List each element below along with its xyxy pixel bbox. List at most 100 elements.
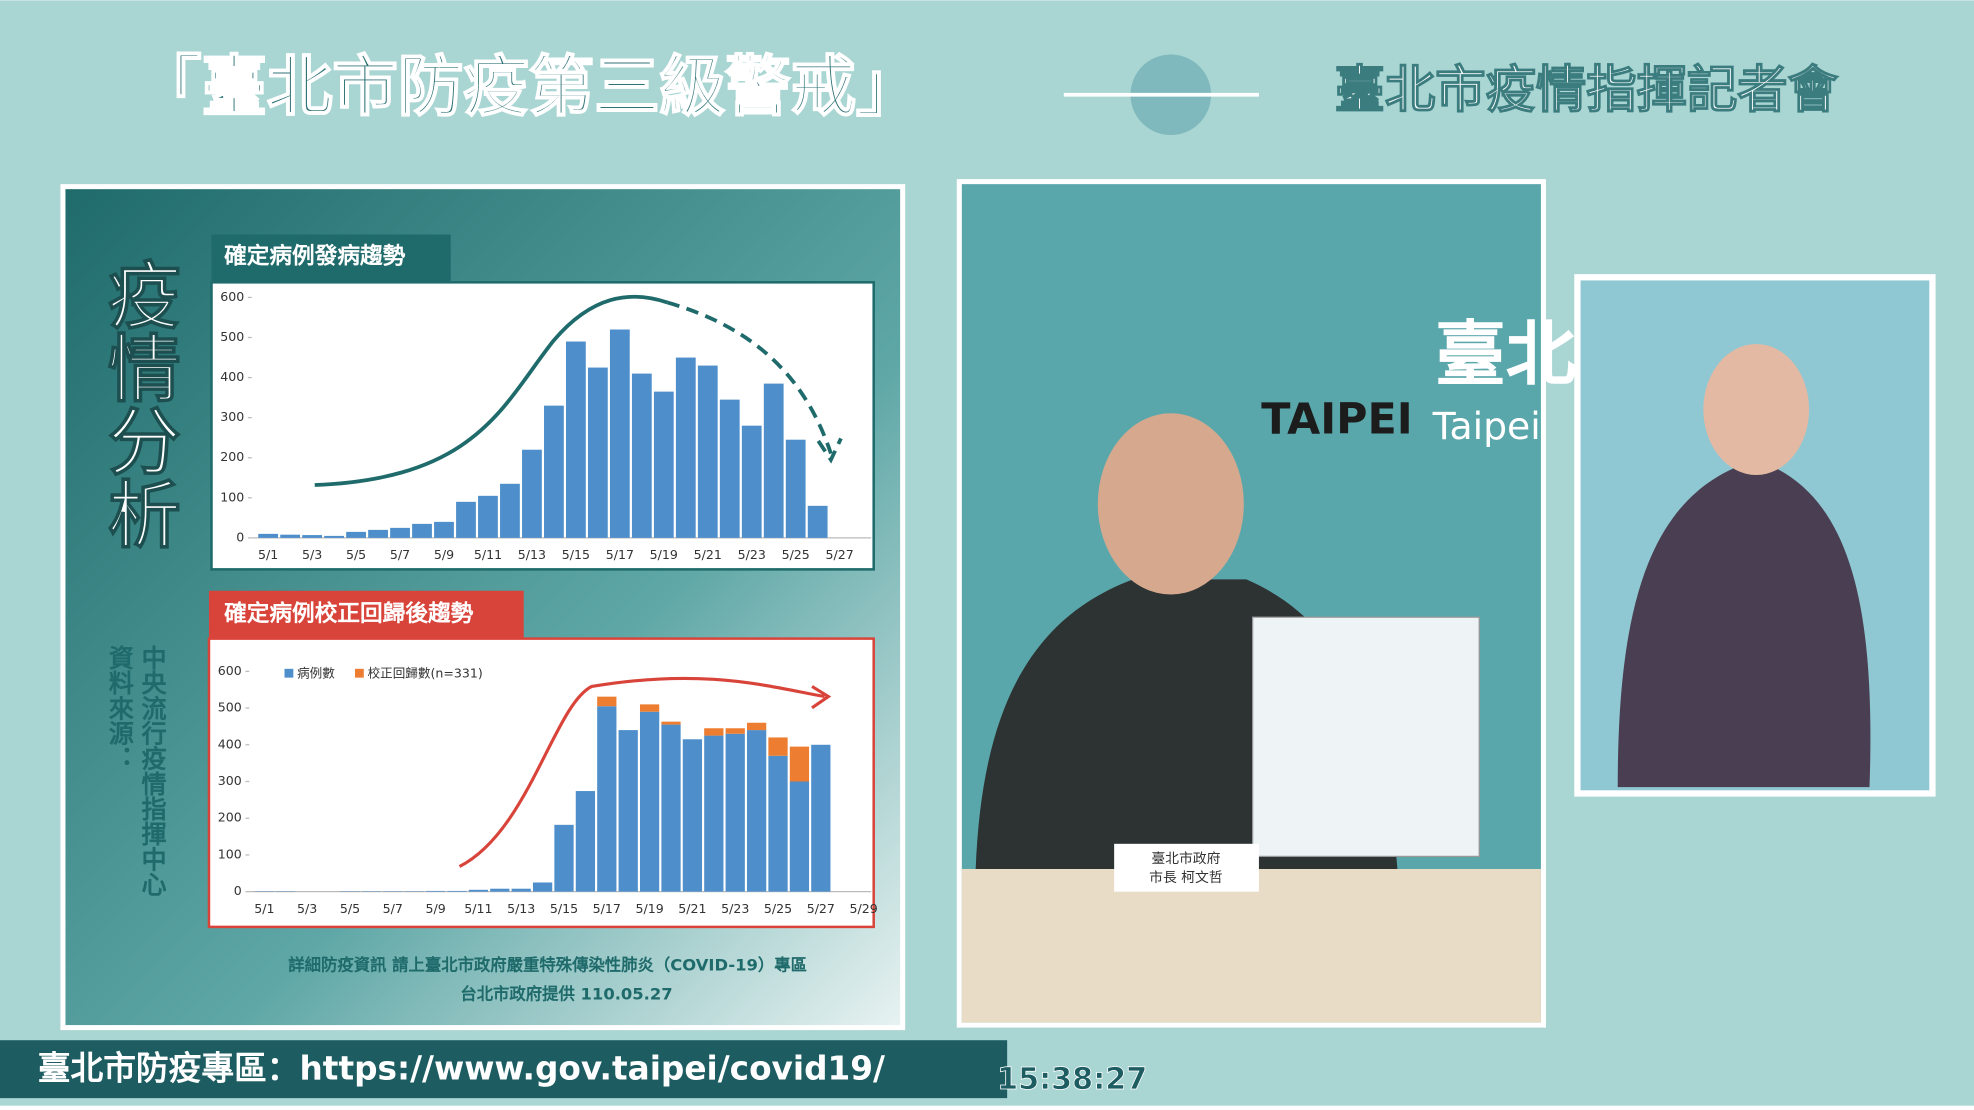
bar-segment [554,825,573,892]
bar-segment [683,739,702,891]
y-tick-label: 200 [218,810,242,825]
bar-segment [597,706,616,891]
y-tick-label: 400 [218,736,242,751]
panel-heading: 疫情分析 [95,257,181,549]
bar [654,392,674,538]
x-tick-label: 5/19 [650,547,678,562]
bar-segment [661,722,680,725]
y-tick-label: 0 [234,883,242,898]
bar-segment [447,891,466,892]
legend-swatch [285,669,294,678]
y-tick-label: 200 [220,449,244,464]
bar-segment [768,756,787,892]
legend-label: 病例數 [297,665,335,680]
bar [390,528,410,538]
x-tick-label: 5/13 [507,901,535,916]
bar-segment [469,890,488,892]
speaker [1098,413,1244,594]
bar-segment [726,734,745,892]
y-tick-label: 100 [218,846,242,861]
x-tick-label: 5/7 [390,547,410,562]
bar [786,440,806,538]
chart-title: 確定病例校正回歸後趨勢 [224,600,474,627]
x-tick-label: 5/17 [593,901,621,916]
source: 中央流行疫情指揮中心 [138,645,168,897]
x-tick-label: 5/15 [562,547,590,562]
x-tick-label: 5/1 [254,901,274,916]
held-chart [1253,617,1480,856]
legend-label: 校正回歸數(n=331) [368,665,483,680]
y-tick-label: 400 [220,369,244,384]
table [962,869,1541,1023]
bar-segment [768,737,787,755]
bar [456,502,476,538]
bar [412,524,432,538]
bar-segment [426,891,445,892]
x-tick-label: 5/15 [550,901,578,916]
bar [302,535,322,538]
x-tick-label: 5/5 [346,547,366,562]
x-tick-label: 5/7 [383,901,403,916]
bar [698,366,718,538]
y-tick-label: 600 [220,289,244,304]
x-tick-label: 5/3 [297,901,317,916]
x-tick-label: 5/13 [518,547,546,562]
y-tick-label: 300 [218,773,242,788]
x-tick-label: 5/11 [474,547,502,562]
y-tick-label: 0 [236,529,244,544]
y-tick-label: 500 [218,700,242,715]
bar-segment [726,728,745,734]
nameplate-org: 臺北市政府 [1151,850,1220,867]
y-tick-label: 500 [220,329,244,344]
bar-segment [619,730,638,892]
bar-segment [704,728,723,735]
bar-segment [790,781,809,891]
bar [280,535,300,538]
x-tick-label: 5/9 [434,547,454,562]
x-tick-label: 5/21 [678,901,706,916]
bar [500,484,520,538]
interpreter [1703,344,1809,475]
bar [764,384,784,538]
x-tick-label: 5/3 [302,547,322,562]
source-label: 資料來源： [105,645,134,771]
x-tick-label: 5/5 [340,901,360,916]
bar-segment [490,889,509,892]
x-tick-label: 5/23 [721,901,749,916]
bar-segment [704,736,723,892]
y-tick-label: 600 [218,663,242,678]
bar [324,536,344,538]
x-tick-label: 5/9 [425,901,445,916]
x-tick-label: 5/1 [258,547,278,562]
footer-url: 臺北市防疫專區：https://www.gov.taipei/covid19/ [38,1049,885,1087]
bar-segment [576,791,595,892]
bar [610,329,630,537]
backdrop-en: Taipei [1432,404,1541,448]
bar-segment [661,725,680,892]
bar [544,406,564,538]
x-tick-label: 5/21 [694,547,722,562]
x-tick-label: 5/29 [850,901,878,916]
bar [434,522,454,538]
clock: 15:38:27 [997,1062,1147,1097]
bar [522,450,542,538]
logo: TAIPEI [1261,395,1412,445]
bar-segment [533,882,552,891]
bar [808,506,828,538]
bar-segment [512,889,531,892]
bar [566,342,586,538]
x-tick-label: 5/27 [826,547,854,562]
header-subtitle: 臺北市疫情指揮記者會 [1335,60,1839,119]
bar-segment [640,704,659,711]
header-title: 「臺北市防疫第三級警戒」 [136,49,921,125]
bar [368,530,388,538]
x-tick-label: 5/17 [606,547,634,562]
note: 詳細防疫資訊 請上臺北市政府嚴重特殊傳染性肺炎（COVID-19）專區 [288,955,807,974]
backdrop-cn: 臺北 [1435,314,1576,396]
x-tick-label: 5/11 [464,901,492,916]
bar [676,358,696,538]
x-tick-label: 5/25 [782,547,810,562]
legend-swatch [355,669,364,678]
